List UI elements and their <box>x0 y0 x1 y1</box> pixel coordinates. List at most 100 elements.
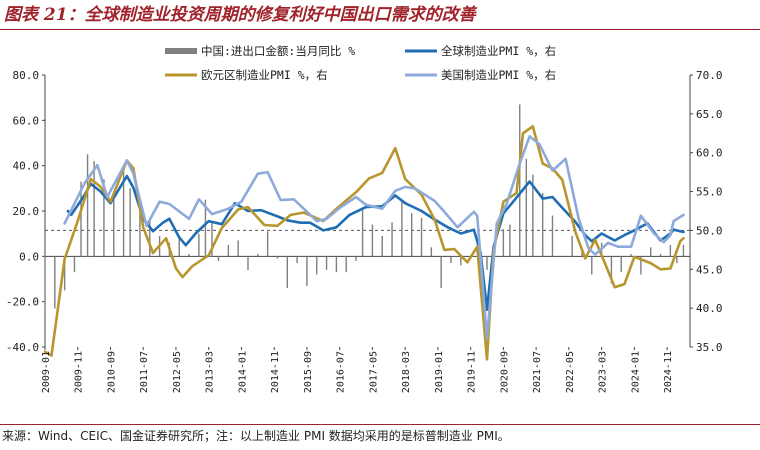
right-tick-label: 60.0 <box>696 147 723 160</box>
trade-yoy-bar <box>54 256 56 309</box>
trade-yoy-bar <box>217 256 220 261</box>
trade-yoy-bar <box>486 256 488 270</box>
trade-yoy-bar <box>391 222 393 257</box>
legend-trade-yoy-label: 中国:进出口金额:当月同比 % <box>201 44 355 58</box>
x-tick-label: 2009-11 <box>74 351 85 393</box>
line-series <box>43 125 685 361</box>
trade-yoy-bar <box>371 224 374 257</box>
trade-yoy-bar <box>149 220 151 257</box>
trade-yoy-bar <box>198 233 200 257</box>
trade-yoy-bar <box>257 254 259 257</box>
x-tick-label: 2017-05 <box>368 351 379 393</box>
trade-yoy-bar <box>411 213 413 257</box>
x-tick-label: 2023-03 <box>598 351 609 393</box>
left-tick-label: 40.0 <box>13 160 40 173</box>
trade-yoy-bar <box>561 256 564 257</box>
global-pmi-line <box>66 174 685 312</box>
trade-yoy-bar <box>63 256 66 291</box>
trade-yoy-bar <box>211 222 213 257</box>
trade-yoy-bar <box>682 245 685 257</box>
right-tick-label: 65.0 <box>696 108 723 121</box>
x-tick-label: 2015-09 <box>303 351 314 393</box>
trade-yoy-bar <box>640 256 642 275</box>
trade-yoy-bar <box>460 256 462 266</box>
trade-yoy-bar <box>361 208 364 257</box>
trade-yoy-bar <box>204 199 207 257</box>
trade-yoy-bar <box>178 238 180 257</box>
trade-yoy-bar <box>430 247 433 257</box>
chart-canvas: 80.0 60.0 40.0 20.0 0.0 -20.0 -40.0 70.0 65.0 60.… <box>6 44 723 393</box>
right-tick-label: 45.0 <box>696 263 723 276</box>
trade-yoy-bar <box>440 256 442 289</box>
x-tick-label: 2020-09 <box>499 351 510 393</box>
x-tick-label: 2024-01 <box>630 351 641 393</box>
trade-yoy-bar <box>502 229 505 257</box>
trade-yoy-bar <box>591 256 593 275</box>
trade-yoy-bar <box>551 215 554 257</box>
trade-yoy-bar <box>630 254 632 257</box>
trade-yoy-bar <box>450 256 452 264</box>
trade-yoy-bar <box>525 158 527 257</box>
trade-yoy-bar <box>237 240 239 257</box>
trade-yoy-bar <box>139 211 141 257</box>
tick-labels: 80.0 60.0 40.0 20.0 0.0 -20.0 -40.0 70.0 65.0 60.… <box>6 69 723 393</box>
trade-yoy-bar <box>650 247 652 257</box>
eurozone-pmi-line <box>43 125 685 361</box>
x-tick-label: 2021-07 <box>532 351 543 393</box>
trade-yoy-bar <box>129 188 131 257</box>
trade-yoy-bar <box>541 192 544 257</box>
trade-yoy-bar <box>44 256 46 316</box>
trade-yoy-bar <box>122 170 125 257</box>
right-tick-label: 70.0 <box>696 69 723 82</box>
trade-yoy-bar <box>306 256 308 286</box>
left-tick-label: -20.0 <box>6 296 39 309</box>
x-tick-label: 2009-01 <box>41 351 52 393</box>
x-tick-label: 2019-01 <box>434 351 445 393</box>
x-tick-label: 2014-01 <box>237 351 248 393</box>
x-tick-label: 2024-11 <box>663 351 674 393</box>
trade-yoy-bar <box>345 256 347 273</box>
bar-series <box>44 104 685 316</box>
us-pmi-line <box>63 135 685 340</box>
trade-yoy-bar <box>401 199 403 257</box>
trade-yoy-bar <box>532 174 534 257</box>
x-tick-label: 2010-09 <box>106 351 117 393</box>
trade-yoy-bar <box>227 245 230 257</box>
legend-eurozone-pmi-label: 欧元区制造业PMI %，右 <box>201 68 328 82</box>
trade-yoy-bar <box>325 256 328 270</box>
trade-yoy-bar <box>247 256 249 270</box>
x-tick-label: 2019-11 <box>467 351 478 393</box>
trade-yoy-bar <box>276 256 279 259</box>
x-tick-label: 2011-07 <box>139 351 150 393</box>
x-tick-label: 2016-07 <box>336 351 347 393</box>
trade-yoy-bar <box>355 256 357 261</box>
trade-yoy-bar <box>103 179 105 257</box>
trade-yoy-bar <box>620 256 622 273</box>
trade-yoy-bar <box>676 256 678 264</box>
left-tick-label: 60.0 <box>13 114 40 127</box>
trade-yoy-bar <box>610 256 613 284</box>
trade-yoy-bar <box>381 235 383 257</box>
right-tick-label: 55.0 <box>696 186 723 199</box>
trade-yoy-bar <box>73 256 76 273</box>
x-tick-label: 2018-03 <box>401 351 412 393</box>
trade-yoy-bar <box>296 256 298 264</box>
trade-yoy-bar <box>659 254 662 257</box>
x-tick-label: 2012-05 <box>172 351 183 393</box>
left-tick-label: 80.0 <box>13 69 40 82</box>
trade-yoy-bar <box>571 235 573 257</box>
legend-trade-yoy-swatch <box>165 48 197 54</box>
trade-yoy-bar <box>335 256 338 273</box>
trade-yoy-bar <box>113 199 115 257</box>
trade-yoy-bar <box>669 245 672 257</box>
x-tick-label: 2014-11 <box>270 351 281 393</box>
legend-us-pmi-label: 美国制造业PMI %，右 <box>441 68 556 82</box>
right-tick-label: 50.0 <box>696 224 723 237</box>
right-tick-label: 35.0 <box>696 341 723 354</box>
trade-yoy-bar <box>519 104 521 257</box>
left-tick-label: 20.0 <box>13 205 40 218</box>
trade-yoy-bar <box>80 181 82 257</box>
trade-yoy-bar <box>266 231 269 257</box>
left-tick-label: 0.0 <box>19 250 39 263</box>
